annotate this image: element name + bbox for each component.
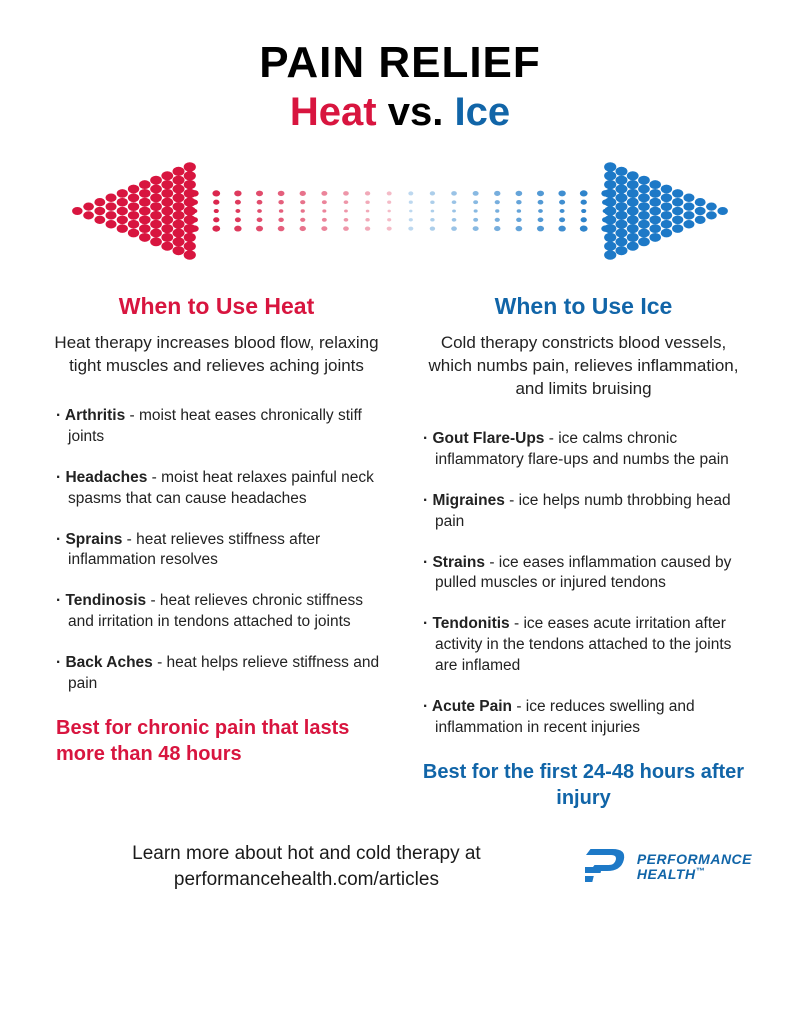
item-term: Headaches [65, 469, 147, 486]
list-item: Strains - ice eases inflammation caused … [423, 553, 752, 595]
heat-intro: Heat therapy increases blood flow, relax… [48, 332, 385, 378]
columns: When to Use Heat Heat therapy increases … [48, 293, 752, 811]
ice-items-list: Gout Flare-Ups - ice calms chronic infla… [415, 429, 752, 739]
dotted-arrow-graphic [48, 151, 752, 271]
list-item: Arthritis - moist heat eases chronically… [56, 406, 385, 448]
list-item: Tendonitis - ice eases acute irritation … [423, 614, 752, 677]
list-item: Migraines - ice helps numb throbbing hea… [423, 491, 752, 533]
heat-col-title: When to Use Heat [48, 293, 385, 320]
item-term: Tendonitis [432, 615, 509, 632]
item-term: Sprains [65, 531, 122, 548]
ice-column: When to Use Ice Cold therapy constricts … [415, 293, 752, 811]
item-term: Strains [432, 554, 485, 571]
ice-summary: Best for the first 24-48 hours after inj… [415, 759, 752, 811]
list-item: Sprains - heat relieves stiffness after … [56, 530, 385, 572]
heat-items-list: Arthritis - moist heat eases chronically… [48, 406, 385, 695]
heat-summary: Best for chronic pain that lasts more th… [48, 715, 385, 767]
subtitle-vs: vs. [388, 90, 444, 134]
brand-logo: PERFORMANCE HEALTH™ [585, 847, 752, 887]
page-title: PAIN RELIEF [48, 38, 752, 88]
footer: Learn more about hot and cold therapy at… [48, 841, 752, 892]
list-item: Gout Flare-Ups - ice calms chronic infla… [423, 429, 752, 471]
item-term: Migraines [432, 492, 504, 509]
brand-mark-icon [585, 847, 631, 887]
footer-line-1: Learn more about hot and cold therapy at [132, 843, 481, 864]
subtitle-heat: Heat [290, 90, 377, 134]
item-term: Gout Flare-Ups [432, 430, 544, 447]
item-term: Back Aches [65, 654, 152, 671]
footer-text: Learn more about hot and cold therapy at… [48, 841, 565, 892]
list-item: Back Aches - heat helps relieve stiffnes… [56, 653, 385, 695]
list-item: Acute Pain - ice reduces swelling and in… [423, 697, 752, 739]
footer-line-2: performancehealth.com/articles [174, 869, 439, 890]
list-item: Headaches - moist heat relaxes painful n… [56, 468, 385, 510]
brand-line-1: PERFORMANCE [637, 851, 752, 867]
heat-column: When to Use Heat Heat therapy increases … [48, 293, 385, 811]
item-term: Acute Pain [432, 698, 512, 715]
brand-line-2: HEALTH [637, 866, 696, 882]
ice-col-title: When to Use Ice [415, 293, 752, 320]
brand-text: PERFORMANCE HEALTH™ [637, 852, 752, 881]
title-block: PAIN RELIEF Heat vs. Ice [48, 38, 752, 135]
ice-intro: Cold therapy constricts blood vessels, w… [415, 332, 752, 401]
subtitle: Heat vs. Ice [48, 90, 752, 135]
list-item: Tendinosis - heat relieves chronic stiff… [56, 591, 385, 633]
item-term: Tendinosis [65, 592, 146, 609]
subtitle-ice: Ice [454, 90, 510, 134]
item-term: Arthritis [65, 407, 125, 424]
